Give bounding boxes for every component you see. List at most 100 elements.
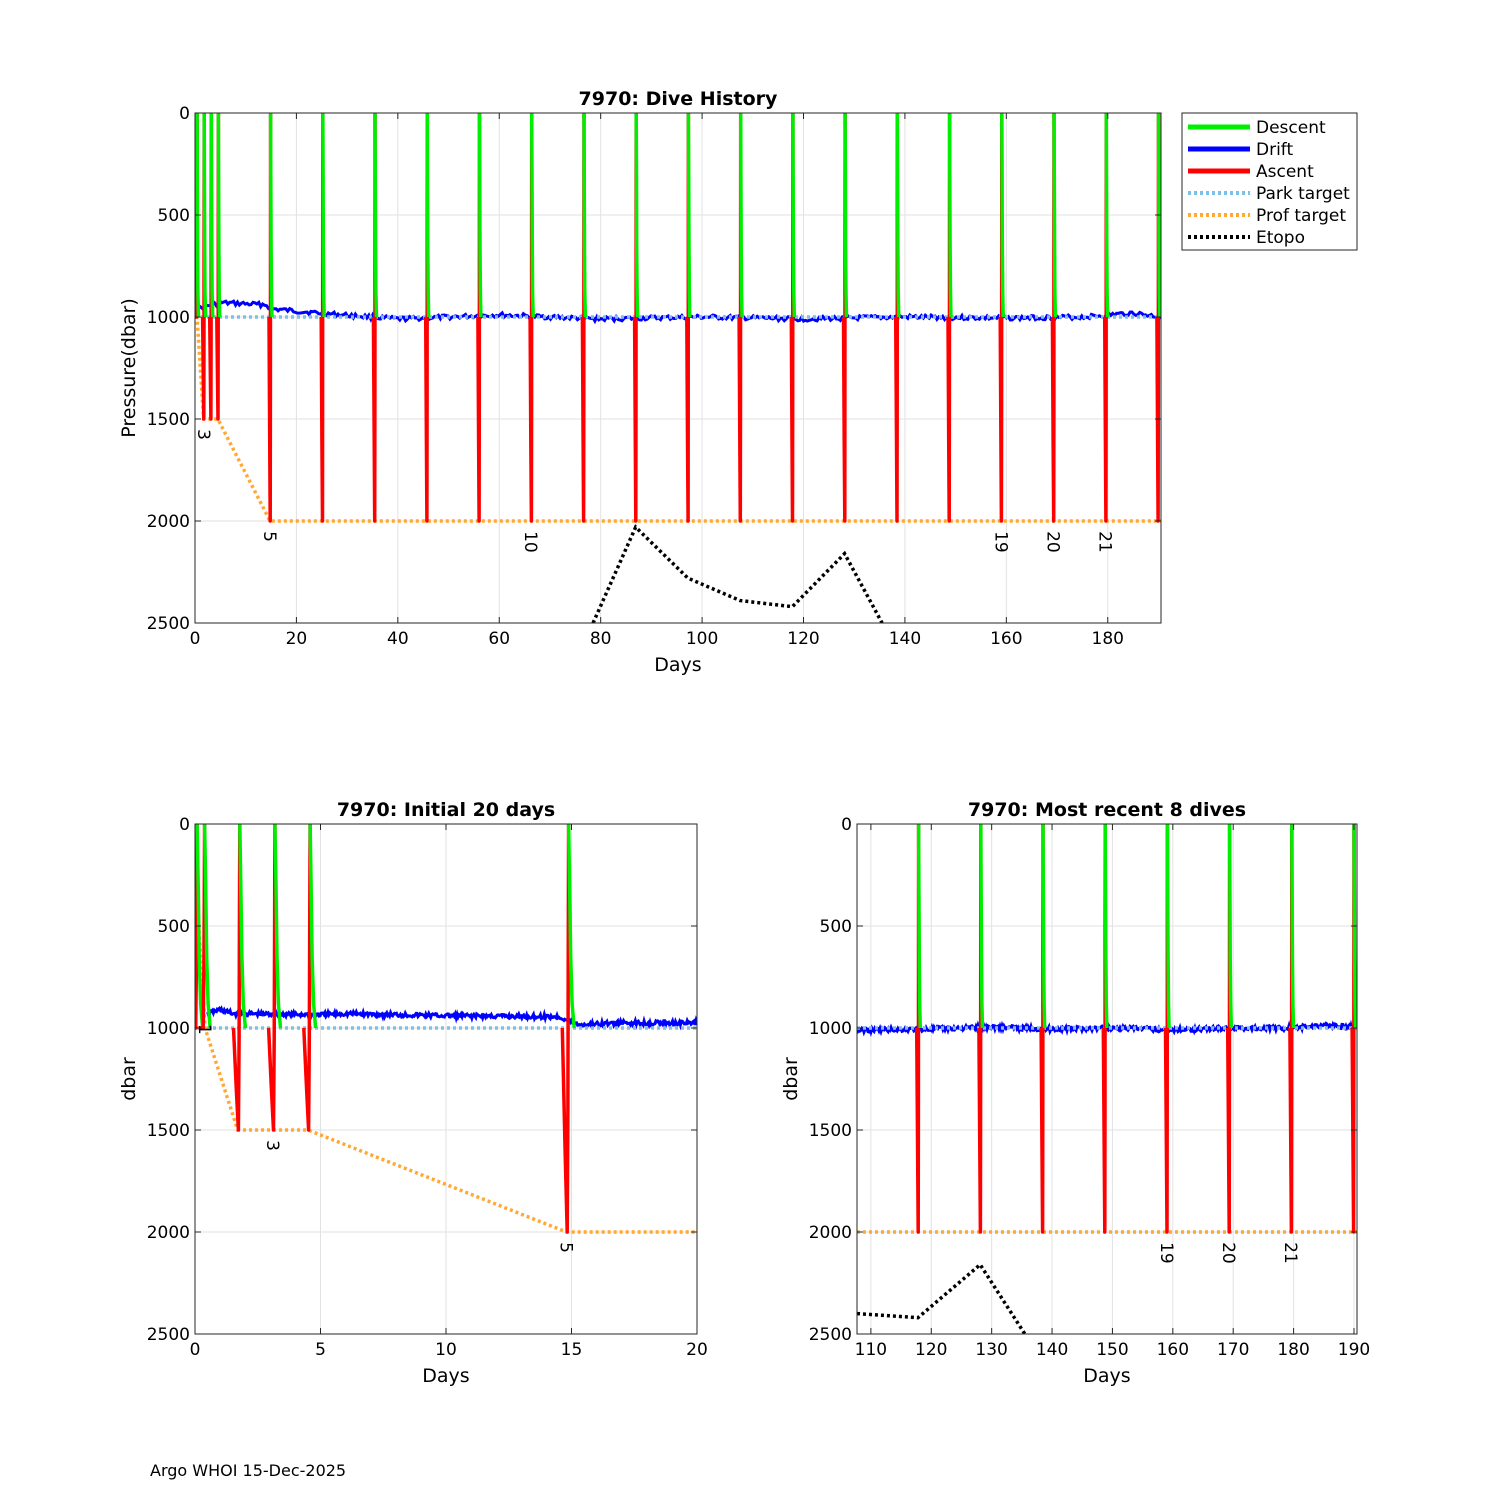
descent-line — [947, 113, 953, 318]
descent-line — [308, 824, 318, 1029]
descent-line — [791, 113, 797, 318]
cycle-label: 5 — [259, 531, 279, 542]
y-tick-label: 500 — [820, 917, 852, 937]
legend-entry-label: Ascent — [1256, 162, 1314, 182]
plot-area — [195, 113, 1161, 623]
x-tick-label: 170 — [1217, 1340, 1249, 1360]
descent-line — [373, 113, 379, 318]
cycle-label: 10 — [520, 531, 540, 553]
x-tick-label: 0 — [190, 629, 201, 649]
descent-line — [273, 824, 283, 1029]
descent-line — [979, 824, 985, 1029]
legend-entry-label: Etopo — [1256, 228, 1305, 248]
y-tick-label: 0 — [179, 815, 190, 835]
descent-line — [1103, 824, 1109, 1029]
cycle-label: 19 — [1156, 1242, 1176, 1264]
x-tick-label: 0 — [190, 1340, 201, 1360]
descent-line — [202, 113, 208, 318]
x-axis-label: Days — [422, 1365, 469, 1387]
y-tick-label: 2500 — [147, 614, 190, 634]
legend-entry-label: Park target — [1256, 184, 1350, 204]
etopo-line — [591, 524, 884, 623]
footer-credit: Argo WHOI 15-Dec-2025 — [150, 1461, 347, 1480]
descent-line — [686, 113, 692, 318]
descent-line — [1041, 824, 1047, 1029]
y-tick-label: 1000 — [809, 1019, 852, 1039]
chart-history: 3 5 10 19 20 21 0 20 40 60 80 100 120 140 160 180 0 500 10… — [118, 88, 1162, 676]
y-tick-label: 2000 — [809, 1223, 852, 1243]
descent-line — [529, 113, 535, 318]
descent-line — [1352, 824, 1357, 1029]
x-tick-label: 160 — [990, 629, 1022, 649]
descent-line — [1290, 824, 1296, 1029]
descent-line — [1156, 113, 1161, 318]
descent-line — [566, 824, 576, 1029]
x-tick-label: 15 — [561, 1340, 583, 1360]
chart-title: 7970: Most recent 8 dives — [968, 799, 1246, 821]
y-tick-label: 2500 — [147, 1325, 190, 1345]
legend-box — [1181, 112, 1358, 251]
descent-line — [477, 113, 483, 318]
descent-line — [738, 113, 744, 318]
descent-line — [321, 113, 326, 318]
x-tick-label: 100 — [686, 629, 718, 649]
descent-line — [1104, 113, 1110, 318]
cycle-label: 19 — [990, 531, 1010, 553]
chart-title: 7970: Initial 20 days — [337, 799, 555, 821]
etopo-line — [857, 1262, 1027, 1334]
cycle-label: 21 — [1095, 531, 1115, 553]
x-tick-label: 110 — [855, 1340, 887, 1360]
legend-entry-label: Descent — [1256, 118, 1326, 138]
drift-line — [206, 1005, 697, 1031]
cycle-label: 20 — [1042, 531, 1062, 553]
plot-series — [195, 113, 1161, 623]
x-tick-label: 120 — [915, 1340, 947, 1360]
ascent-line — [560, 824, 571, 1234]
chart-initial: 1 3 5 0 5 10 15 20 0 500 1000 1500 2000 2500 7970: Ini… — [118, 799, 708, 1387]
descent-line — [238, 824, 248, 1029]
x-tick-label: 140 — [1036, 1340, 1068, 1360]
descent-line — [1165, 824, 1171, 1029]
descent-line — [1227, 824, 1234, 1029]
y-axis-label: Pressure(dbar) — [118, 298, 140, 438]
x-axis-label: Days — [654, 654, 701, 676]
x-tick-label: 10 — [435, 1340, 457, 1360]
descent-line — [1000, 113, 1005, 318]
y-tick-label: 1000 — [147, 1019, 190, 1039]
legend-entry-label: Drift — [1256, 140, 1293, 160]
descent-line — [202, 824, 212, 1029]
descent-line — [195, 824, 205, 1029]
y-tick-label: 2000 — [147, 512, 190, 532]
axes-frame — [856, 823, 1358, 1335]
x-tick-label: 40 — [387, 629, 409, 649]
y-axis-label: dbar — [118, 1057, 140, 1101]
y-tick-label: 1500 — [809, 1121, 852, 1141]
x-tick-label: 190 — [1338, 1340, 1370, 1360]
descent-line — [195, 113, 201, 318]
descent-line — [209, 113, 215, 318]
y-tick-label: 2000 — [147, 1223, 190, 1243]
x-tick-label: 120 — [787, 629, 819, 649]
y-tick-label: 1500 — [147, 410, 190, 430]
cycle-label: 5 — [555, 1242, 575, 1253]
x-tick-label: 140 — [889, 629, 921, 649]
y-axis-label: dbar — [780, 1057, 802, 1101]
x-tick-label: 150 — [1096, 1340, 1128, 1360]
ascent-line — [231, 824, 242, 1132]
descent-line — [895, 113, 901, 318]
y-tick-label: 500 — [158, 917, 190, 937]
y-tick-label: 1500 — [147, 1121, 190, 1141]
plot-series — [195, 824, 697, 1234]
y-tick-label: 0 — [179, 104, 190, 124]
x-tick-label: 5 — [315, 1340, 326, 1360]
x-axis-label: Days — [1083, 1365, 1130, 1387]
descent-line — [268, 113, 274, 318]
y-tick-label: 2500 — [809, 1325, 852, 1345]
axes-frame — [194, 112, 1162, 624]
descent-line — [1052, 113, 1058, 318]
x-tick-label: 160 — [1157, 1340, 1189, 1360]
descent-line — [634, 113, 640, 318]
descent-line — [916, 824, 923, 1029]
